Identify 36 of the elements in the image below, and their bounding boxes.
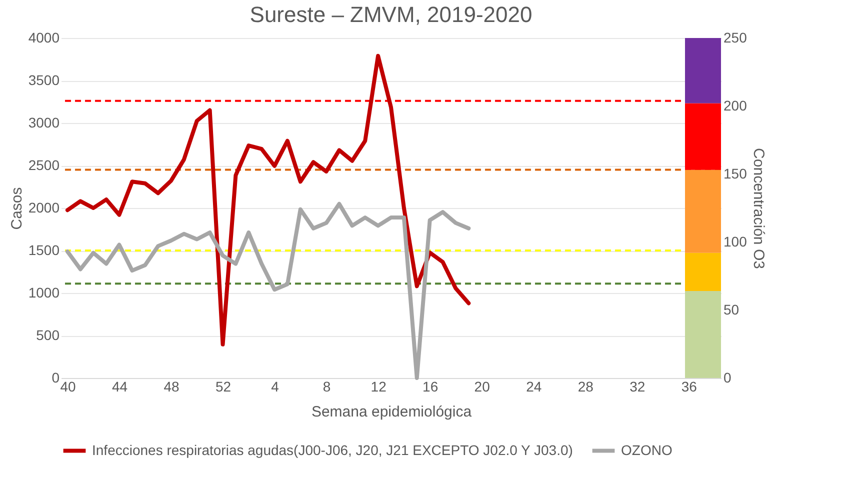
x-tick-label: 48 (164, 378, 180, 394)
y-tick-label: 2000 (28, 200, 60, 216)
y2-tick-label: 150 (724, 166, 748, 182)
y-axis-title: Casos (8, 187, 26, 230)
x-tick-label: 16 (422, 378, 438, 394)
x-tick-label: 40 (60, 378, 76, 394)
chart-title: Sureste – ZMVM, 2019-2020 (250, 2, 532, 27)
legend-label: Infecciones respiratorias agudas(J00-J06, J20, J21 EXCEPTO J02.0 Y J03.0) (92, 442, 573, 458)
legend-label: OZONO (621, 442, 672, 458)
y2-tick-label: 200 (724, 98, 748, 114)
x-tick-label: 8 (322, 378, 331, 394)
x-tick-label: 36 (681, 378, 698, 394)
y-tick-label: 1500 (28, 242, 60, 258)
x-tick-label: 28 (578, 378, 594, 394)
x-tick-label: 52 (215, 378, 232, 394)
y-tick-label: 2500 (28, 157, 60, 173)
y2-tick-label: 50 (724, 302, 740, 318)
line-series (65, 202, 471, 380)
x-tick-label: 12 (370, 378, 387, 394)
x-tick-label: 4 (271, 378, 280, 394)
line-series (65, 54, 471, 346)
y2-tick-label: 0 (724, 370, 732, 386)
y-tick-label: 1000 (28, 284, 60, 300)
x-tick-label: 44 (112, 378, 128, 394)
y-tick-label: 0 (52, 370, 60, 386)
x-axis-title: Semana epidemiológica (311, 404, 472, 420)
y2-tick-label: 250 (724, 30, 748, 46)
y2-axis-title: Concentración O3 (750, 148, 767, 269)
y2-tick-label: 100 (724, 234, 748, 250)
x-tick-label: 32 (630, 378, 646, 394)
x-tick-label: 20 (474, 378, 490, 394)
y-tick-label: 4000 (28, 30, 60, 46)
x-tick-label: 24 (526, 378, 542, 394)
y-tick-label: 500 (36, 327, 60, 343)
y-tick-label: 3000 (28, 114, 60, 130)
y-tick-label: 3500 (28, 72, 60, 88)
